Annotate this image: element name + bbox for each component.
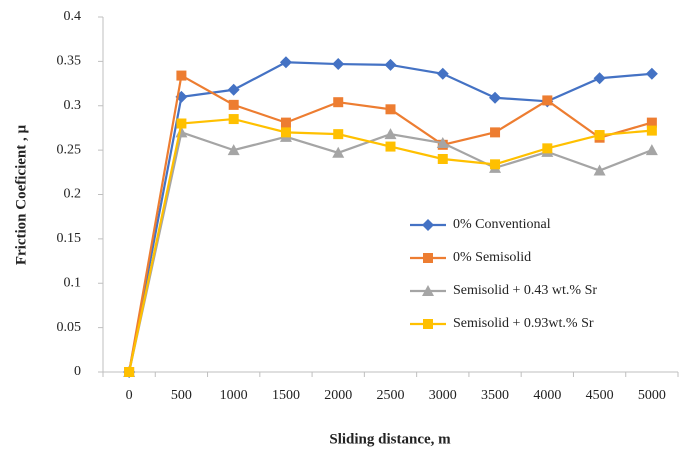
data-point [436, 137, 449, 149]
data-point [332, 58, 345, 71]
data-point [124, 367, 135, 377]
y-axis-label: Friction Coeficient , µ [13, 125, 29, 266]
legend-marker [422, 285, 434, 296]
data-point [646, 117, 657, 128]
data-point [489, 91, 502, 104]
data-point [593, 72, 606, 85]
x-tick-label: 3000 [429, 388, 457, 403]
data-point [542, 95, 553, 106]
y-tick-label: 0.05 [57, 320, 82, 335]
y-tick-label: 0.2 [64, 187, 82, 202]
data-point [385, 104, 396, 115]
data-point [227, 83, 240, 96]
data-point [176, 70, 187, 81]
legend-marker [422, 219, 434, 231]
data-point [646, 125, 657, 136]
x-tick-label: 0 [126, 388, 133, 403]
x-tick-label: 5000 [638, 388, 666, 403]
x-tick-label: 4000 [533, 388, 561, 403]
data-point [279, 56, 292, 69]
y-tick-label: 0.1 [64, 275, 82, 290]
data-point [333, 129, 344, 140]
data-point [384, 58, 397, 71]
data-point [227, 144, 240, 156]
data-point [437, 154, 448, 164]
legend-label: 0% Semisolid [453, 250, 531, 265]
data-point [593, 164, 606, 176]
series-line [128, 117, 652, 373]
y-tick-label: 0.15 [57, 231, 82, 246]
data-point [490, 127, 501, 138]
data-point [436, 67, 449, 80]
x-tick-label: 1500 [272, 388, 300, 403]
data-point [384, 128, 397, 140]
data-point [228, 114, 239, 125]
legend-label: 0% Conventional [453, 217, 551, 232]
y-tick-label: 0.35 [57, 54, 82, 69]
data-point [333, 97, 344, 108]
legend-marker [423, 319, 433, 329]
data-point [490, 159, 501, 170]
x-tick-label: 500 [171, 388, 192, 403]
y-tick-label: 0.3 [64, 98, 82, 113]
y-tick-label: 0 [74, 364, 81, 379]
data-point [228, 99, 239, 110]
x-tick-label: 4500 [586, 388, 614, 403]
data-point [280, 117, 291, 128]
x-axis-label: Sliding distance, m [329, 431, 451, 447]
y-tick-label: 0.4 [64, 9, 82, 24]
data-point [645, 67, 658, 80]
legend-label: Semisolid + 0.43 wt.% Sr [453, 283, 597, 298]
legend-marker [423, 253, 433, 263]
data-point [645, 144, 658, 156]
x-tick-label: 3500 [481, 388, 509, 403]
data-point [176, 118, 187, 129]
data-point [542, 143, 553, 154]
data-point [332, 146, 345, 158]
data-point [280, 127, 291, 138]
y-tick-label: 0.25 [57, 142, 82, 157]
x-tick-label: 2500 [377, 388, 405, 403]
series-line [128, 130, 653, 373]
x-tick-label: 1000 [220, 388, 248, 403]
data-point [385, 141, 396, 152]
data-point [594, 130, 605, 141]
x-tick-label: 2000 [324, 388, 352, 403]
legend-label: Semisolid + 0.93wt.% Sr [453, 316, 594, 331]
